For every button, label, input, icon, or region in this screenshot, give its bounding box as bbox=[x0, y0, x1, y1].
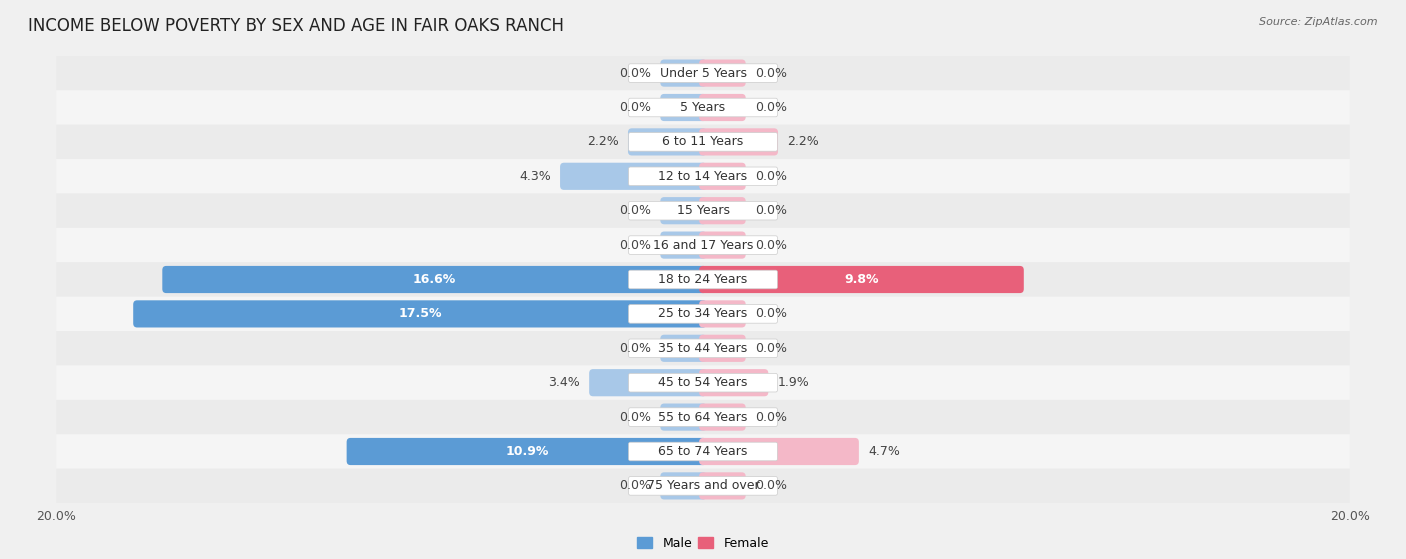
Text: 0.0%: 0.0% bbox=[755, 480, 787, 492]
Text: 0.0%: 0.0% bbox=[619, 342, 651, 355]
Text: 17.5%: 17.5% bbox=[398, 307, 441, 320]
FancyBboxPatch shape bbox=[661, 404, 707, 430]
FancyBboxPatch shape bbox=[589, 369, 707, 396]
Text: 0.0%: 0.0% bbox=[619, 480, 651, 492]
FancyBboxPatch shape bbox=[661, 94, 707, 121]
Text: 0.0%: 0.0% bbox=[619, 101, 651, 114]
Text: 1.9%: 1.9% bbox=[778, 376, 808, 389]
FancyBboxPatch shape bbox=[699, 335, 745, 362]
Text: 0.0%: 0.0% bbox=[755, 204, 787, 217]
FancyBboxPatch shape bbox=[661, 231, 707, 259]
FancyBboxPatch shape bbox=[134, 300, 707, 328]
FancyBboxPatch shape bbox=[699, 129, 778, 155]
Text: 0.0%: 0.0% bbox=[755, 67, 787, 79]
FancyBboxPatch shape bbox=[699, 94, 745, 121]
FancyBboxPatch shape bbox=[628, 442, 778, 461]
FancyBboxPatch shape bbox=[628, 270, 778, 289]
Text: 4.3%: 4.3% bbox=[519, 170, 551, 183]
Text: 2.2%: 2.2% bbox=[787, 135, 818, 148]
Text: 18 to 24 Years: 18 to 24 Years bbox=[658, 273, 748, 286]
Text: 65 to 74 Years: 65 to 74 Years bbox=[658, 445, 748, 458]
FancyBboxPatch shape bbox=[56, 297, 1350, 331]
Text: 0.0%: 0.0% bbox=[755, 239, 787, 252]
FancyBboxPatch shape bbox=[628, 305, 778, 323]
Text: 9.8%: 9.8% bbox=[844, 273, 879, 286]
FancyBboxPatch shape bbox=[628, 98, 778, 117]
Text: 16.6%: 16.6% bbox=[413, 273, 456, 286]
FancyBboxPatch shape bbox=[560, 163, 707, 190]
Legend: Male, Female: Male, Female bbox=[633, 532, 773, 555]
FancyBboxPatch shape bbox=[661, 59, 707, 87]
Text: 45 to 54 Years: 45 to 54 Years bbox=[658, 376, 748, 389]
FancyBboxPatch shape bbox=[661, 335, 707, 362]
Text: 25 to 34 Years: 25 to 34 Years bbox=[658, 307, 748, 320]
Text: INCOME BELOW POVERTY BY SEX AND AGE IN FAIR OAKS RANCH: INCOME BELOW POVERTY BY SEX AND AGE IN F… bbox=[28, 17, 564, 35]
Text: 3.4%: 3.4% bbox=[548, 376, 581, 389]
Text: 5 Years: 5 Years bbox=[681, 101, 725, 114]
FancyBboxPatch shape bbox=[628, 373, 778, 392]
Text: 12 to 14 Years: 12 to 14 Years bbox=[658, 170, 748, 183]
FancyBboxPatch shape bbox=[56, 434, 1350, 468]
Text: 0.0%: 0.0% bbox=[619, 67, 651, 79]
Text: 0.0%: 0.0% bbox=[619, 204, 651, 217]
FancyBboxPatch shape bbox=[699, 472, 745, 500]
FancyBboxPatch shape bbox=[628, 201, 778, 220]
Text: 2.2%: 2.2% bbox=[588, 135, 619, 148]
FancyBboxPatch shape bbox=[699, 300, 745, 328]
Text: 55 to 64 Years: 55 to 64 Years bbox=[658, 411, 748, 424]
FancyBboxPatch shape bbox=[661, 197, 707, 224]
FancyBboxPatch shape bbox=[628, 129, 707, 155]
FancyBboxPatch shape bbox=[347, 438, 707, 465]
FancyBboxPatch shape bbox=[56, 400, 1350, 434]
FancyBboxPatch shape bbox=[699, 231, 745, 259]
Text: 16 and 17 Years: 16 and 17 Years bbox=[652, 239, 754, 252]
FancyBboxPatch shape bbox=[628, 339, 778, 358]
Text: 0.0%: 0.0% bbox=[619, 411, 651, 424]
Text: Under 5 Years: Under 5 Years bbox=[659, 67, 747, 79]
Text: 10.9%: 10.9% bbox=[505, 445, 548, 458]
FancyBboxPatch shape bbox=[699, 438, 859, 465]
Text: 0.0%: 0.0% bbox=[755, 170, 787, 183]
FancyBboxPatch shape bbox=[56, 331, 1350, 366]
FancyBboxPatch shape bbox=[56, 468, 1350, 503]
Text: 4.7%: 4.7% bbox=[868, 445, 900, 458]
FancyBboxPatch shape bbox=[699, 266, 1024, 293]
Text: 75 Years and over: 75 Years and over bbox=[647, 480, 759, 492]
FancyBboxPatch shape bbox=[56, 56, 1350, 91]
FancyBboxPatch shape bbox=[56, 125, 1350, 159]
FancyBboxPatch shape bbox=[628, 236, 778, 254]
FancyBboxPatch shape bbox=[56, 228, 1350, 262]
FancyBboxPatch shape bbox=[628, 408, 778, 427]
FancyBboxPatch shape bbox=[661, 472, 707, 500]
FancyBboxPatch shape bbox=[56, 366, 1350, 400]
Text: 0.0%: 0.0% bbox=[755, 307, 787, 320]
FancyBboxPatch shape bbox=[628, 64, 778, 82]
FancyBboxPatch shape bbox=[699, 197, 745, 224]
Text: Source: ZipAtlas.com: Source: ZipAtlas.com bbox=[1260, 17, 1378, 27]
Text: 0.0%: 0.0% bbox=[619, 239, 651, 252]
FancyBboxPatch shape bbox=[56, 91, 1350, 125]
FancyBboxPatch shape bbox=[162, 266, 707, 293]
Text: 35 to 44 Years: 35 to 44 Years bbox=[658, 342, 748, 355]
Text: 0.0%: 0.0% bbox=[755, 101, 787, 114]
Text: 6 to 11 Years: 6 to 11 Years bbox=[662, 135, 744, 148]
FancyBboxPatch shape bbox=[56, 193, 1350, 228]
FancyBboxPatch shape bbox=[699, 59, 745, 87]
Text: 0.0%: 0.0% bbox=[755, 342, 787, 355]
FancyBboxPatch shape bbox=[699, 163, 745, 190]
FancyBboxPatch shape bbox=[628, 167, 778, 186]
Text: 0.0%: 0.0% bbox=[755, 411, 787, 424]
FancyBboxPatch shape bbox=[628, 132, 778, 151]
FancyBboxPatch shape bbox=[699, 404, 745, 430]
FancyBboxPatch shape bbox=[699, 369, 768, 396]
FancyBboxPatch shape bbox=[56, 262, 1350, 297]
FancyBboxPatch shape bbox=[56, 159, 1350, 193]
Text: 15 Years: 15 Years bbox=[676, 204, 730, 217]
FancyBboxPatch shape bbox=[628, 477, 778, 495]
